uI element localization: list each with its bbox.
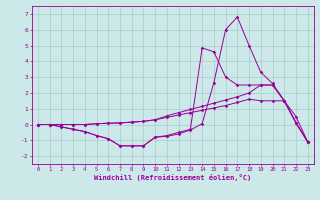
X-axis label: Windchill (Refroidissement éolien,°C): Windchill (Refroidissement éolien,°C) bbox=[94, 174, 252, 181]
